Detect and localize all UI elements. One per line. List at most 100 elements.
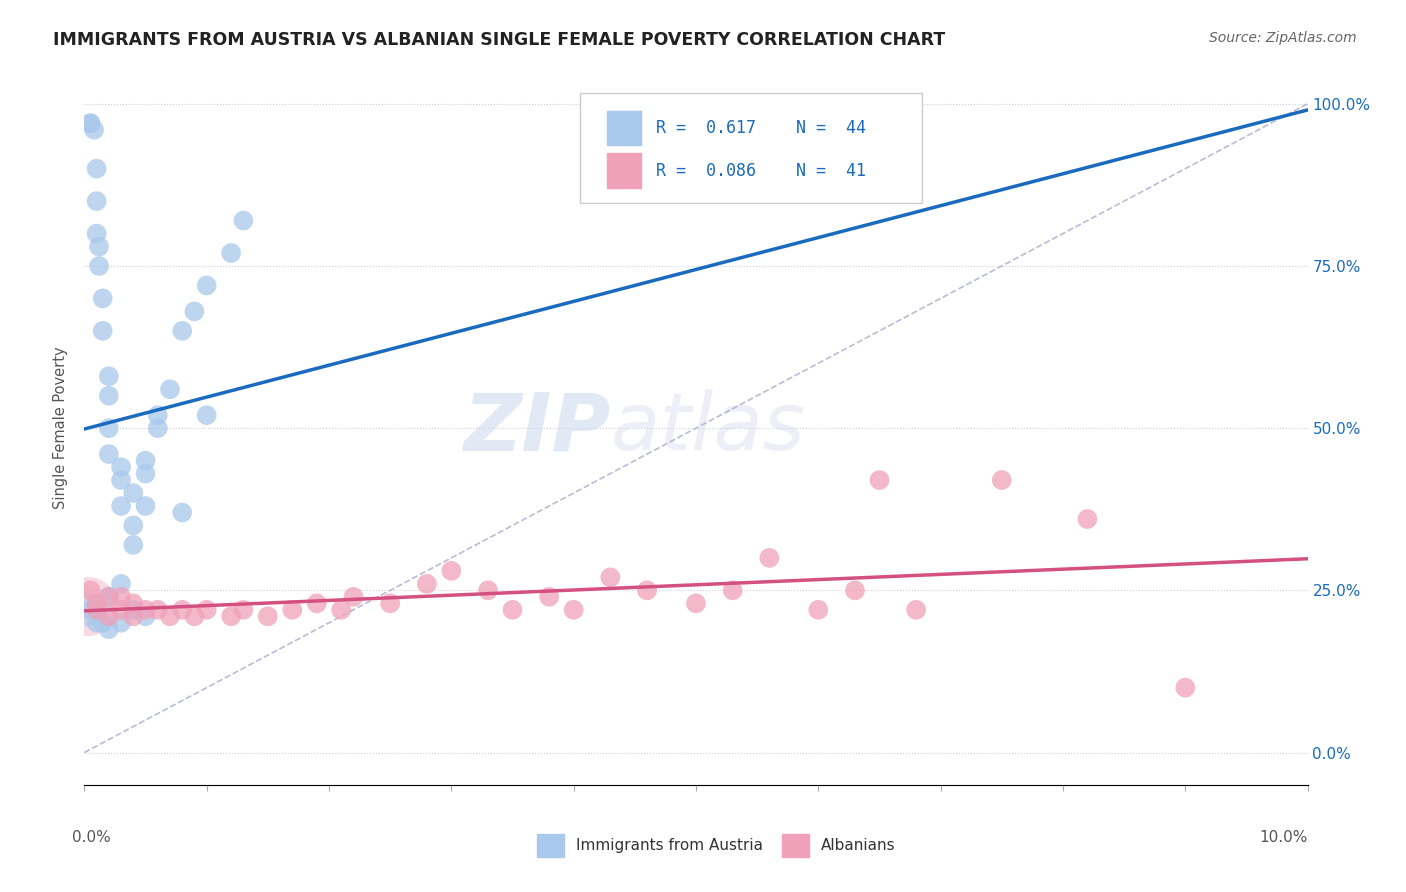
Point <box>183 609 205 624</box>
Point <box>807 603 830 617</box>
Point <box>159 609 181 624</box>
Point <box>97 590 120 604</box>
Point <box>110 603 132 617</box>
Point <box>86 615 108 630</box>
Point <box>281 603 304 617</box>
Point <box>122 518 145 533</box>
Text: Immigrants from Austria: Immigrants from Austria <box>576 838 763 853</box>
Point <box>183 304 205 318</box>
Point <box>110 460 132 475</box>
Point <box>195 278 218 293</box>
Text: ZIP: ZIP <box>463 389 610 467</box>
Point <box>79 583 101 598</box>
Text: R =  0.086    N =  41: R = 0.086 N = 41 <box>655 161 866 179</box>
FancyBboxPatch shape <box>579 93 922 203</box>
Point <box>685 596 707 610</box>
Point <box>219 246 242 260</box>
Point <box>86 603 108 617</box>
Point <box>86 603 108 617</box>
Point <box>79 116 101 130</box>
Point <box>86 161 108 176</box>
Point <box>97 389 120 403</box>
Text: Albanians: Albanians <box>821 838 896 853</box>
Point <box>342 590 364 604</box>
Point <box>232 213 254 227</box>
Point <box>122 486 145 500</box>
Point <box>91 615 114 630</box>
Point <box>83 122 105 136</box>
Point <box>758 550 780 565</box>
Point <box>219 609 242 624</box>
Point <box>172 603 194 617</box>
Point <box>110 577 132 591</box>
Text: atlas: atlas <box>610 389 806 467</box>
Point <box>159 382 181 396</box>
Point <box>97 622 120 636</box>
Point <box>380 596 402 610</box>
Point <box>232 603 254 617</box>
Point <box>97 609 120 624</box>
Point <box>110 615 132 630</box>
Bar <box>606 153 641 187</box>
Point <box>97 590 120 604</box>
Point <box>636 583 658 598</box>
Point <box>905 603 928 617</box>
Point <box>97 369 120 384</box>
Point <box>146 603 169 617</box>
Point <box>195 603 218 617</box>
Point <box>502 603 524 617</box>
Bar <box>537 834 564 857</box>
Point <box>869 473 891 487</box>
Point <box>172 506 194 520</box>
Point <box>86 227 108 241</box>
Point <box>172 324 194 338</box>
Point <box>77 603 100 617</box>
Point <box>122 596 145 610</box>
Point <box>79 603 101 617</box>
Point <box>91 292 114 306</box>
Point <box>122 609 145 624</box>
Point <box>110 499 132 513</box>
Point <box>1174 681 1197 695</box>
Point <box>1076 512 1098 526</box>
Point <box>721 583 744 598</box>
Point <box>538 590 561 604</box>
Point <box>135 499 157 513</box>
Point <box>146 421 169 435</box>
Point <box>305 596 328 610</box>
Point <box>135 603 157 617</box>
Point <box>416 577 439 591</box>
Point <box>599 570 621 584</box>
Text: 0.0%: 0.0% <box>72 830 111 846</box>
Point <box>257 609 280 624</box>
Point <box>77 599 100 614</box>
Point <box>86 194 108 208</box>
Point <box>87 239 110 253</box>
Point <box>97 421 120 435</box>
Text: Source: ZipAtlas.com: Source: ZipAtlas.com <box>1209 31 1357 45</box>
Point <box>122 538 145 552</box>
Point <box>110 473 132 487</box>
Point <box>97 447 120 461</box>
Text: 10.0%: 10.0% <box>1260 830 1308 846</box>
Point <box>79 116 101 130</box>
Point <box>86 596 108 610</box>
Point <box>844 583 866 598</box>
Y-axis label: Single Female Poverty: Single Female Poverty <box>53 347 69 509</box>
Point <box>87 259 110 273</box>
Point <box>195 408 218 422</box>
Point <box>330 603 353 617</box>
Point <box>991 473 1014 487</box>
Point <box>440 564 463 578</box>
Text: IMMIGRANTS FROM AUSTRIA VS ALBANIAN SINGLE FEMALE POVERTY CORRELATION CHART: IMMIGRANTS FROM AUSTRIA VS ALBANIAN SING… <box>53 31 946 49</box>
Point <box>110 590 132 604</box>
Point <box>562 603 585 617</box>
Point <box>91 324 114 338</box>
Point <box>135 467 157 481</box>
Bar <box>606 111 641 145</box>
Point <box>122 603 145 617</box>
Point <box>477 583 499 598</box>
Text: R =  0.617    N =  44: R = 0.617 N = 44 <box>655 119 866 136</box>
Point <box>135 453 157 467</box>
Point <box>135 609 157 624</box>
